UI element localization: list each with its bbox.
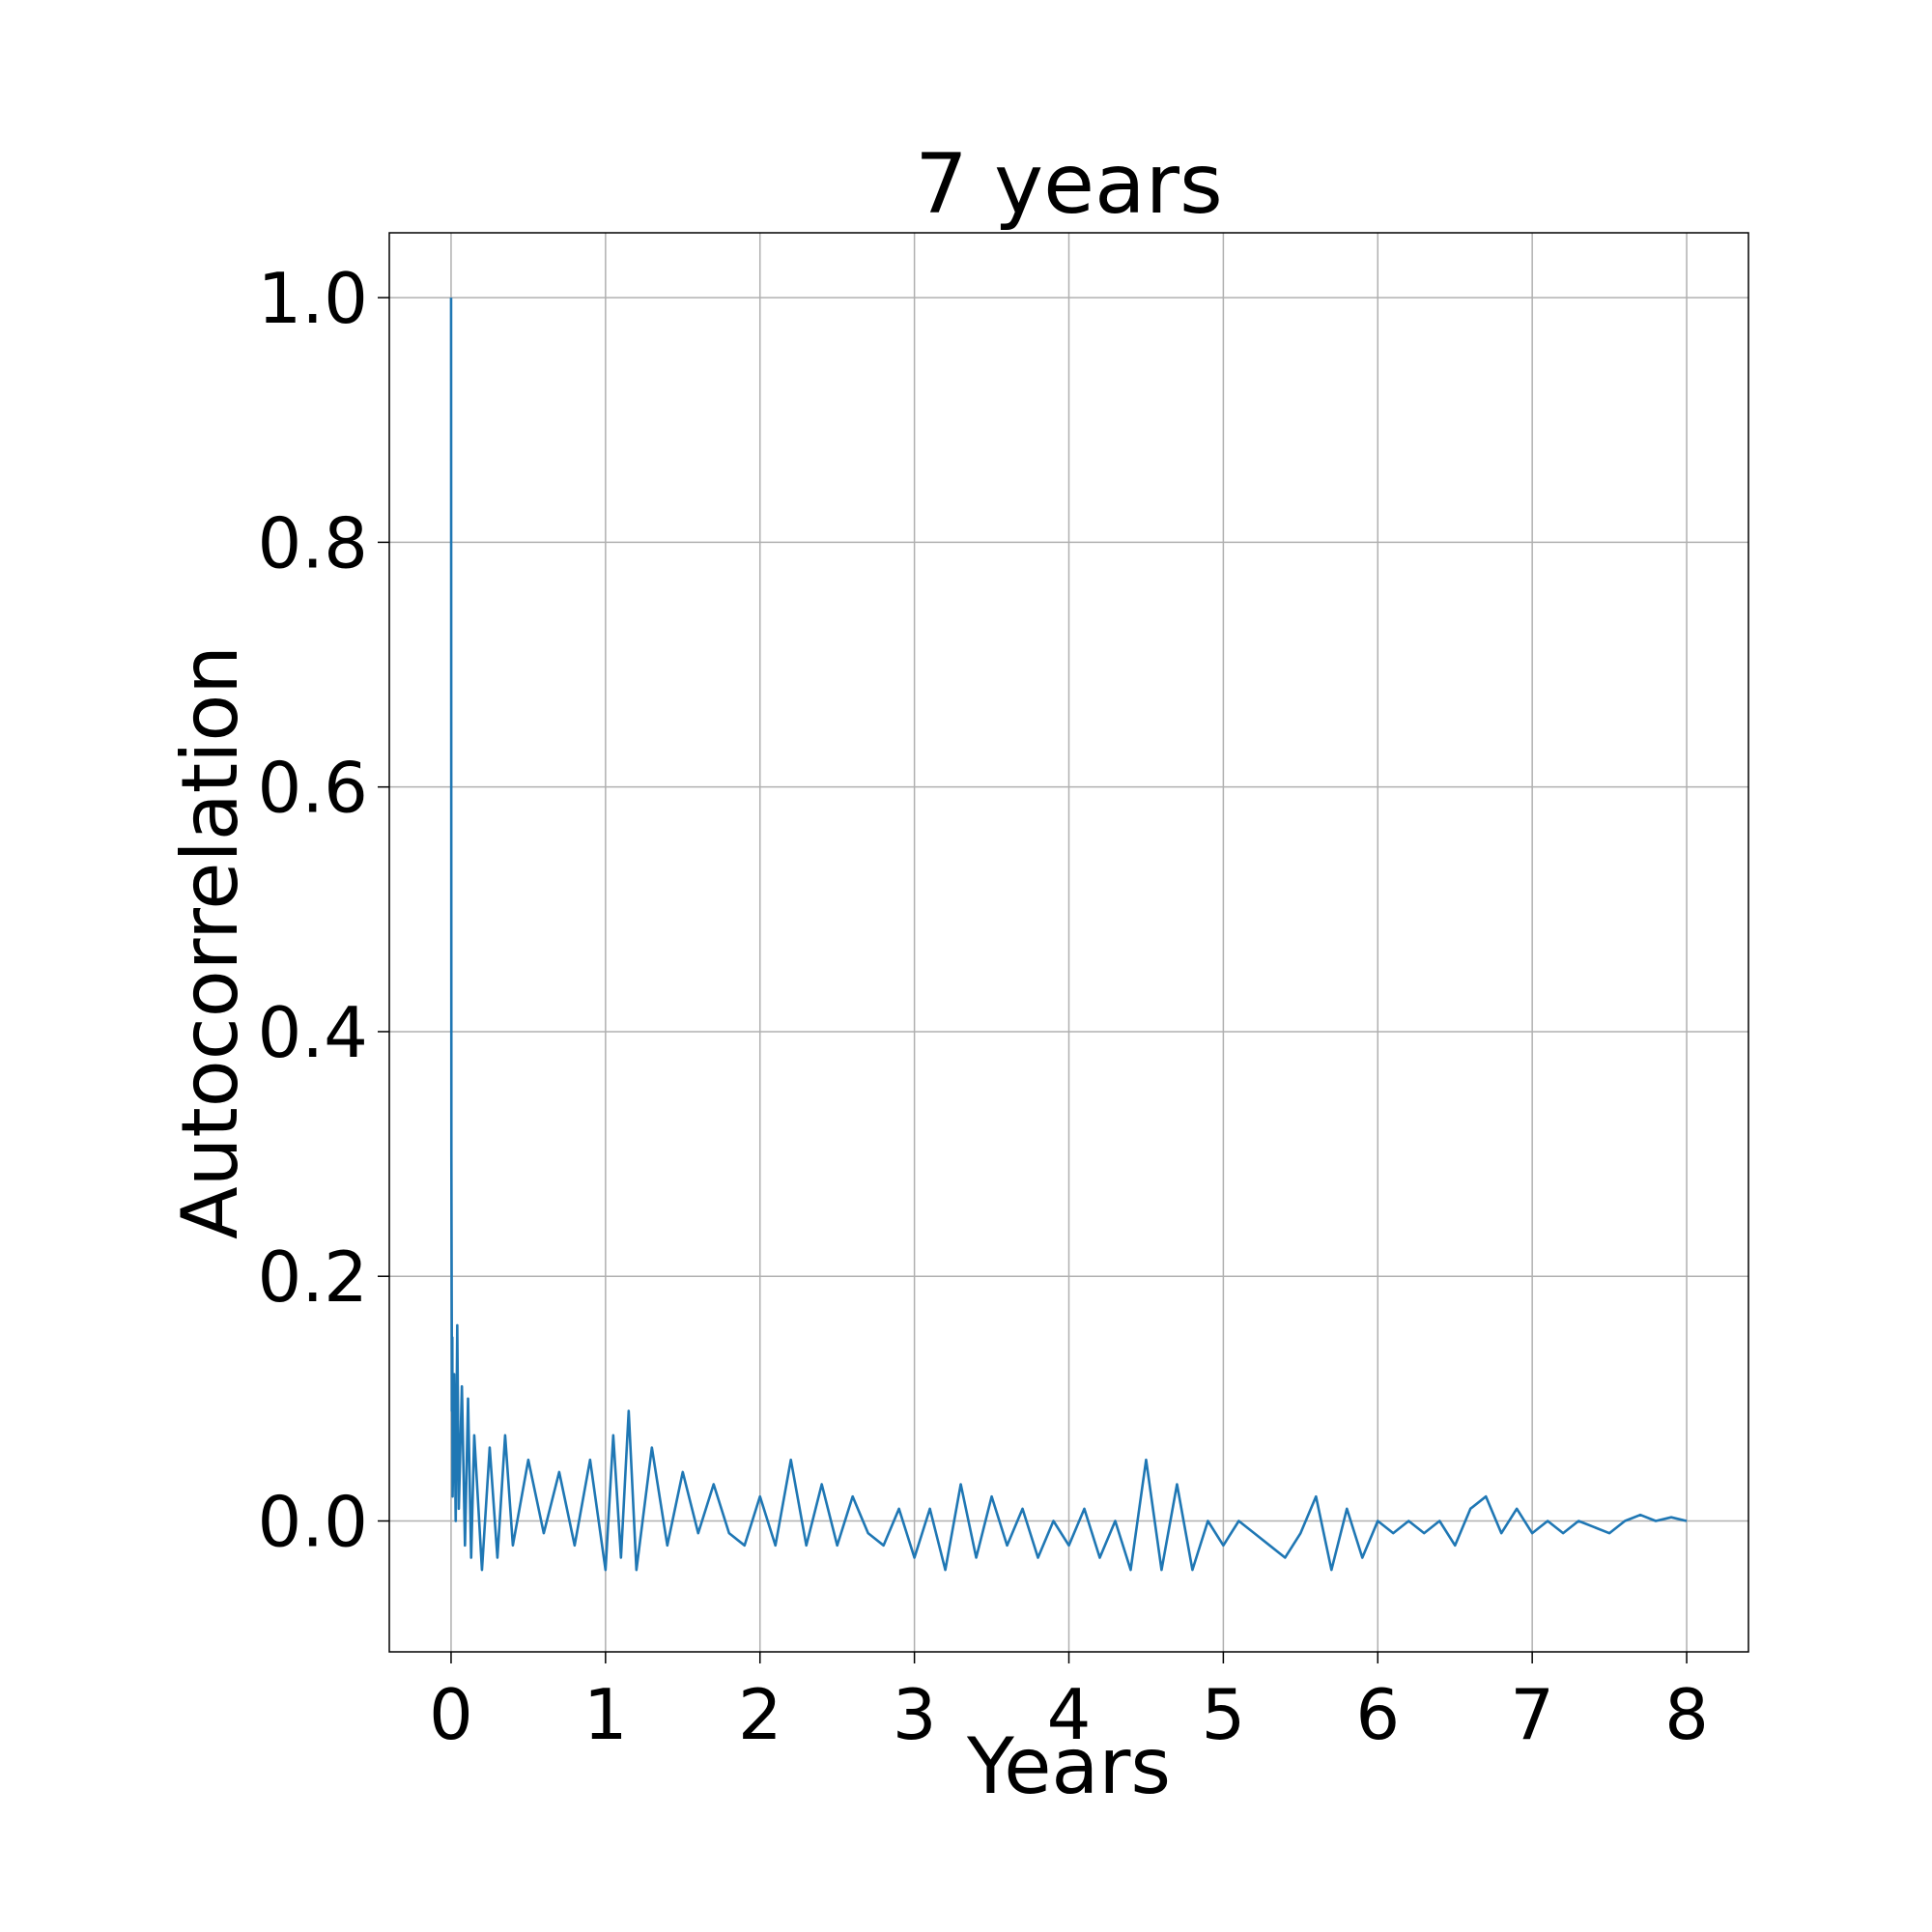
y-tick-label: 1.0 xyxy=(257,258,368,339)
y-tick-label: 0.8 xyxy=(257,502,368,583)
x-tick-label: 4 xyxy=(1047,1674,1092,1755)
series-line-0 xyxy=(449,298,1688,1572)
y-axis-label: Autocorrelation xyxy=(165,645,255,1239)
series-layer xyxy=(449,298,1688,1572)
x-tick-label: 7 xyxy=(1510,1674,1554,1755)
x-tick-label: 2 xyxy=(738,1674,782,1755)
x-tick-label: 8 xyxy=(1664,1674,1709,1755)
x-tick-label: 0 xyxy=(429,1674,473,1755)
y-tick-label: 0.0 xyxy=(257,1481,368,1562)
grid-lines xyxy=(389,233,1748,1652)
x-tick-label: 5 xyxy=(1201,1674,1245,1755)
x-tick-label: 1 xyxy=(583,1674,628,1755)
y-axis: 0.0 0.2 0.4 0.6 0.8 1.0 xyxy=(257,258,389,1562)
x-axis-label: Years xyxy=(966,1721,1171,1811)
x-tick-label: 6 xyxy=(1355,1674,1400,1755)
x-tick-label: 3 xyxy=(893,1674,937,1755)
y-tick-label: 0.6 xyxy=(257,748,368,829)
y-tick-label: 0.2 xyxy=(257,1236,368,1318)
y-tick-label: 0.4 xyxy=(257,992,368,1073)
chart-title: 7 years xyxy=(915,136,1223,233)
x-axis: 0 1 2 3 4 5 6 7 8 xyxy=(429,1652,1709,1755)
